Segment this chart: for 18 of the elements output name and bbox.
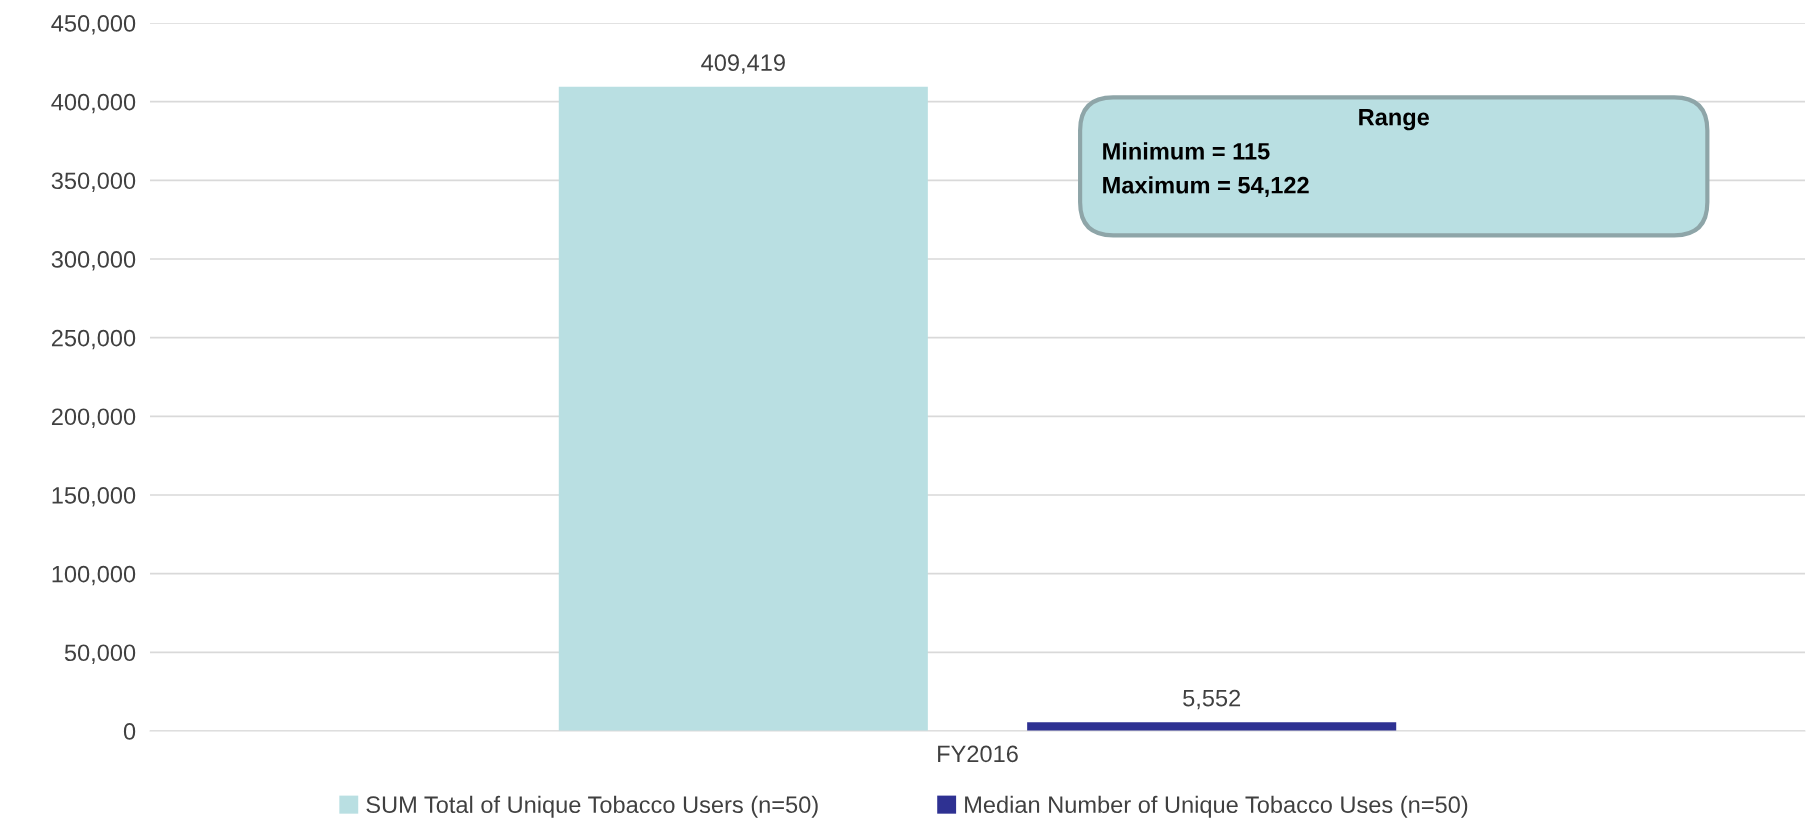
annotation: Minimum = 115 [1103,142,1270,160]
annotation: Range [1359,109,1430,131]
data-label: 409,419 [701,54,785,74]
legend-label: SUM Total of Unique Tobacco Users (n=50) [366,795,818,818]
y-tick-label: 250,000 [51,329,136,350]
y-tick-label: 200,000 [51,408,136,428]
y-tick-label: 350,000 [51,172,136,192]
data-label: 5,552 [1183,689,1241,710]
legend-label: Median Number of Unique Tobacco Uses (n=50) [965,795,1468,818]
y-tick-label: 0 [123,723,136,740]
y-tick-label: 150,000 [52,487,136,507]
y-tick-label: 450,000 [51,15,136,35]
x-tick-label: FY2016 [938,745,1018,763]
y-tick-label: 300,000 [51,251,136,271]
y-tick-label: 50,000 [64,644,136,664]
y-tick-label: 100,000 [52,565,136,586]
y-tick-label: 400,000 [51,93,136,114]
annotation: Maximum = 54,122 [1103,176,1309,198]
